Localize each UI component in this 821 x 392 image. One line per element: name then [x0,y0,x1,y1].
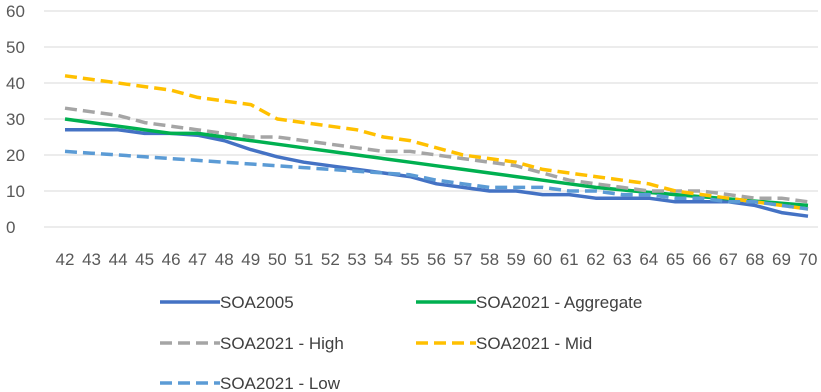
y-tick-label: 0 [6,218,15,237]
y-tick-label: 30 [6,110,25,129]
x-tick-label: 62 [586,250,605,269]
legend-label-0: SOA2005 [220,293,294,312]
y-tick-label: 40 [6,74,25,93]
legend-label-4: SOA2021 - Low [220,374,341,392]
x-tick-label: 47 [188,250,207,269]
x-tick-label: 59 [507,250,526,269]
x-tick-label: 51 [294,250,313,269]
x-tick-label: 60 [533,250,552,269]
x-tick-label: 44 [109,250,128,269]
x-tick-label: 43 [82,250,101,269]
x-tick-label: 49 [241,250,260,269]
x-tick-label: 67 [719,250,738,269]
x-tick-label: 45 [135,250,154,269]
series-line-3 [64,74,809,211]
legend-label-1: SOA2021 - Aggregate [476,293,642,312]
y-tick-label: 10 [6,182,25,201]
legend-label-2: SOA2021 - High [220,334,344,353]
legend: SOA2005 SOA2021 - Aggregate SOA2021 - High… [160,293,642,392]
y-tick-label: 20 [6,146,25,165]
x-tick-label: 55 [401,250,420,269]
x-tick-label: 68 [745,250,764,269]
legend-label-3: SOA2021 - Mid [476,334,592,353]
x-tick-label: 65 [666,250,685,269]
series-line-0 [65,128,809,218]
x-tick-label: 42 [56,250,75,269]
series-line-1 [64,117,809,208]
x-tick-label: 48 [215,250,234,269]
x-tick-label: 57 [454,250,473,269]
x-tick-label: 50 [268,250,287,269]
x-tick-label: 53 [347,250,366,269]
x-tick-label: 54 [374,250,393,269]
y-tick-label: 60 [6,2,25,21]
y-tick-label: 50 [6,38,25,57]
series-line-4 [64,149,809,211]
x-tick-label: 56 [427,250,446,269]
y-axis-ticks: 0 10 20 30 40 50 60 [6,2,25,237]
series-lines [64,74,809,218]
x-tick-label: 46 [162,250,181,269]
x-tick-label: 58 [480,250,499,269]
x-tick-label: 64 [639,250,658,269]
x-tick-label: 52 [321,250,340,269]
x-tick-label: 66 [692,250,711,269]
x-tick-label: 63 [613,250,632,269]
x-tick-label: 70 [799,250,818,269]
x-tick-label: 61 [560,250,579,269]
x-tick-label: 69 [772,250,791,269]
x-axis-ticks: 42 43 44 45 46 47 48 49 50 51 52 53 54 55 56 57 58 59 60 61… [56,250,818,269]
